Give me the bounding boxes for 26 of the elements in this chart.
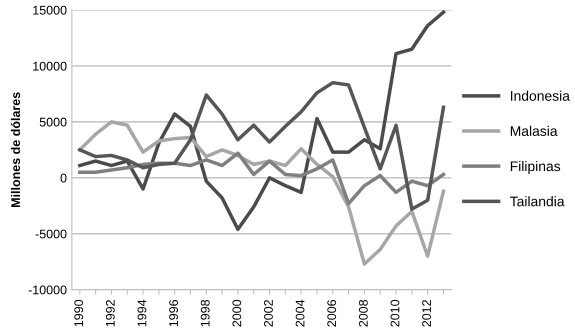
line-series: [78, 151, 446, 206]
legend-label: Tailandia: [510, 196, 565, 206]
y-tick-label: 15000: [33, 6, 67, 15]
x-tick-label: 2000: [232, 300, 242, 327]
x-tick-label: 2008: [358, 300, 368, 327]
y-tick-label: 0: [60, 174, 67, 182]
y-tick-label: -5000: [36, 230, 67, 238]
x-tick-label: 2006: [327, 300, 336, 327]
x-tick-label: 1996: [169, 300, 178, 326]
x-tick-label: 2002: [264, 300, 273, 327]
y-axis-title: Millones de dólares: [10, 92, 20, 208]
x-tick-label: 2010: [390, 300, 400, 327]
x-tick-label: 1994: [138, 300, 146, 326]
line-series: [78, 10, 446, 232]
x-tick-label: 1990: [74, 300, 84, 326]
x-tick-label: 2012: [422, 300, 432, 327]
y-tick-label: 10000: [33, 62, 67, 71]
legend-label: Filipinas: [510, 160, 560, 174]
y-tick-label: 5000: [40, 118, 67, 127]
line-series: [78, 120, 446, 266]
x-tick-label: 1992: [106, 300, 115, 326]
x-tick-label: 2004: [296, 300, 305, 327]
legend-label: Indonesia: [510, 90, 570, 101]
x-tick-label: 1998: [200, 300, 210, 326]
legend-label: Malasia: [510, 126, 558, 136]
y-tick-label: -10000: [28, 286, 67, 294]
